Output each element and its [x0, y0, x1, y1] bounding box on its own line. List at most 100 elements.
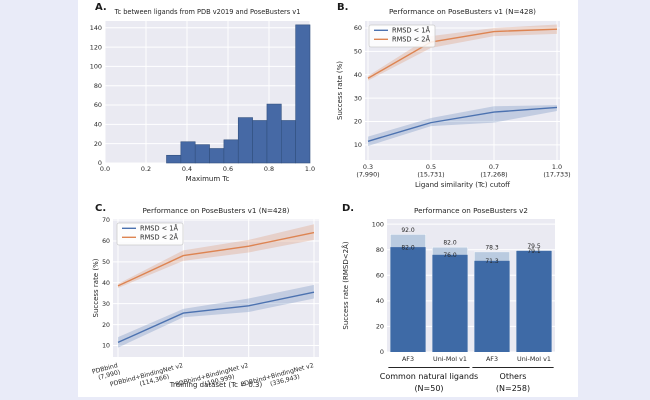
x-tick-label: 0.3 [363, 163, 373, 171]
histogram-tc-chart: 0 20 40 60 80 100 120 140 Tc between ligands fro… [90, 8, 315, 183]
panel-c-label: C. [95, 203, 107, 214]
legend-entry-label: RMSD < 2Å [392, 35, 430, 44]
panel-d-label: D. [342, 203, 355, 214]
x-tick-sublabel: (7,990) [356, 171, 379, 179]
histogram-bar [209, 148, 225, 164]
y-tick-label: 80 [94, 82, 102, 90]
series-line [117, 231, 315, 287]
y-tick-label: 0 [98, 159, 102, 167]
y-tick-label: 30 [354, 94, 362, 102]
y-tick-label: 20 [102, 322, 110, 329]
bar-value-label-top: 92.0 [401, 227, 415, 234]
y-axis-label: Success rate (RMSD<2Å) [341, 241, 350, 329]
chart-title: Performance on PoseBusters v2 [414, 206, 528, 215]
histogram-bar [295, 24, 311, 164]
y-tick-label: 60 [102, 238, 110, 245]
training-dataset-line-chart: 10 20 30 40 50 60 70 Performance on PoseBusters… [91, 206, 319, 389]
ligand-similarity-line-chart: 10 20 30 40 50 60 Performance on PoseBusters v… [336, 7, 571, 189]
y-axis-label: Success rate (%) [92, 258, 100, 317]
bar-value-label-overlay: 82.0 [401, 244, 415, 251]
bar-overlay [390, 247, 426, 352]
histogram-bar [223, 139, 239, 164]
histogram-bar [166, 154, 182, 164]
legend-entry-label: RMSD < 1Å [392, 26, 430, 35]
confidence-band [118, 224, 314, 288]
y-tick-label: 0 [380, 348, 384, 356]
histogram-bar [194, 144, 210, 164]
x-tick-label: Uni-Mol v1 [433, 355, 467, 363]
histogram-bar [237, 117, 253, 164]
figure-canvas: A. 0 20 40 60 80 100 120 140 Tc between ligands … [78, 0, 578, 397]
group-label: Others [500, 372, 527, 381]
y-tick-label: 60 [376, 271, 384, 279]
y-tick-label: 70 [102, 217, 110, 224]
x-tick-label: 1.0 [305, 165, 315, 173]
histogram-bar [180, 141, 196, 164]
y-tick-label: 20 [354, 118, 362, 126]
bar-overlay [432, 254, 468, 352]
x-tick-label: 0.6 [223, 165, 233, 173]
confidence-band [118, 284, 314, 348]
group-count-label: (N=258) [496, 384, 530, 393]
x-axis-label: Training dataset (Tc = 0.3) [169, 381, 263, 389]
x-tick-sublabel: (17,733) [543, 171, 570, 179]
x-tick-label: 0.2 [141, 165, 151, 173]
chart-title: Performance on PoseBusters v1 (N=428) [142, 206, 289, 215]
confidence-band [368, 105, 557, 146]
y-tick-label: 40 [102, 280, 110, 287]
bar-value-label-overlay: 71.3 [485, 258, 499, 265]
legend-entry-label: RMSD < 1Å [140, 224, 178, 233]
y-tick-label: 50 [354, 48, 362, 56]
y-tick-label: 60 [354, 24, 362, 32]
y-tick-label: 100 [90, 63, 102, 71]
x-tick-label: PDBbind+BindingNet v2(190,999) [175, 362, 250, 388]
x-tick-label: PDBbind+BindingNet v2(336,943) [240, 362, 315, 388]
y-tick-label: 40 [94, 121, 102, 129]
series-line [117, 291, 315, 344]
x-tick-label: 0.8 [264, 165, 274, 173]
panel-a-label: A. [95, 2, 107, 13]
x-axis-label: Maximum Tc [186, 175, 230, 183]
posebusters-v2-bar-chart: 0 20 40 60 80 100 Performance on PoseBusters v… [341, 206, 555, 393]
x-tick-label: Uni-Mol v1 [517, 355, 551, 363]
series-line [367, 106, 558, 142]
histogram-bar [266, 103, 282, 164]
x-tick-label: AF3 [486, 355, 498, 363]
x-tick-sublabel: (17,268) [480, 171, 507, 179]
group-label: Common natural ligands [380, 372, 478, 381]
y-tick-label: 100 [372, 220, 384, 228]
y-tick-label: 30 [102, 301, 110, 308]
y-tick-label: 140 [90, 24, 102, 32]
y-tick-label: 10 [354, 141, 362, 149]
legend-entry-label: RMSD < 2Å [140, 233, 178, 242]
group-count-label: (N=50) [414, 384, 443, 393]
panel-c: C. 10 20 30 40 50 60 70 Performance on PoseBust… [91, 203, 401, 400]
y-tick-label: 40 [376, 297, 384, 305]
y-tick-label: 120 [90, 43, 102, 51]
bar-value-label-overlay: 76.0 [443, 252, 457, 259]
x-tick-label: 0.0 [100, 165, 110, 173]
panel-b-label: B. [337, 2, 349, 13]
panel-a: A. 0 20 40 60 80 100 120 140 Tc between ligands … [88, 2, 340, 202]
y-tick-label: 80 [376, 246, 384, 254]
chart-title: Performance on PoseBusters v1 (N=428) [389, 7, 536, 16]
bar-value-label-top: 79.5 [527, 243, 541, 250]
y-axis-label: Success rate (%) [336, 61, 344, 120]
bar-value-label-overlay: 79.1 [527, 248, 541, 255]
y-tick-label: 50 [102, 259, 110, 266]
bar-overlay [474, 260, 510, 352]
bar-value-label-top: 78.3 [485, 244, 499, 251]
y-tick-label: 20 [376, 323, 384, 331]
x-axis-label: Ligand similarity (Tc) cutoff [415, 181, 510, 189]
bar-value-label-top: 82.0 [443, 240, 457, 247]
x-tick-label: 1.0 [552, 163, 562, 171]
x-tick-label: 0.7 [489, 163, 499, 171]
y-tick-label: 40 [354, 71, 362, 79]
bar-overlay [516, 250, 552, 352]
y-tick-label: 60 [94, 101, 102, 109]
panel-b: B. 10 20 30 40 50 60 Performance on PoseBuster… [334, 2, 578, 202]
x-tick-label: 0.5 [426, 163, 436, 171]
chart-title: Tc between ligands from PDB v2019 and Po… [114, 8, 301, 16]
x-tick-sublabel: (15,731) [417, 171, 444, 179]
